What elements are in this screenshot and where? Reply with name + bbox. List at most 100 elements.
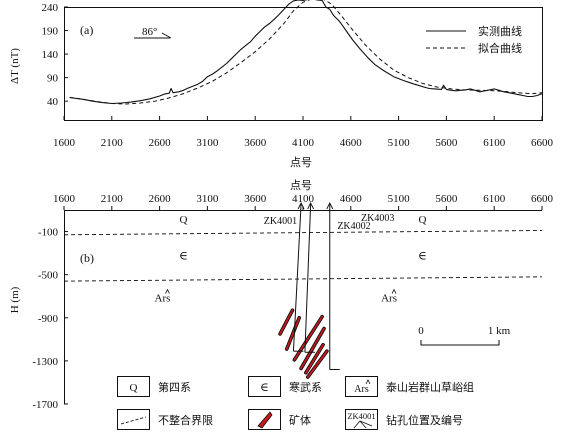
panel-a-series xyxy=(69,0,543,105)
legend-symbol-taishan-text: Ars xyxy=(354,384,369,395)
fitted-curve-line xyxy=(69,0,543,105)
direction-arrow-icon xyxy=(134,32,172,39)
panel-b-y-axis-label-text: H (m) xyxy=(9,286,21,313)
panel-a-y-axis-label-text: ΔT (nT) xyxy=(9,48,21,84)
panel-a-y-ticks: 40 90 140 190 240 xyxy=(42,2,68,108)
scale-bar: 0 1 km xyxy=(418,325,511,346)
b-y-tick-label: -1300 xyxy=(32,356,58,368)
legend-symbol-quaternary: Q xyxy=(130,382,138,394)
panel-b-boundaries xyxy=(63,230,543,282)
panel-b-y-axis-label: H (m) xyxy=(9,286,21,313)
legend-box-borehole xyxy=(345,409,378,430)
strata-unit-label: Q xyxy=(419,214,427,226)
legend-symbol-borehole: ZK4001 xyxy=(347,411,375,421)
b-x-tick-label: 2100 xyxy=(101,193,124,205)
borehole-trace xyxy=(304,203,312,353)
panel-a-y-axis-label: ΔT (nT) xyxy=(9,48,21,84)
a-y-tick-label: 90 xyxy=(47,73,59,85)
legend-symbol-taishan: Ars xyxy=(354,384,369,395)
legend-unconformity-line-icon xyxy=(120,416,147,425)
strata-unit-label: Ars xyxy=(381,293,397,305)
metamorphic-caret-icon xyxy=(165,288,170,294)
measured-curve-line xyxy=(69,0,543,105)
b-x-tick-label: 4100 xyxy=(292,193,315,205)
legend-label-cambrian: 寒武系 xyxy=(289,380,322,394)
strata-unit-label: ∈ xyxy=(418,249,427,263)
panel-b: 1600 2100 2600 3100 3600 4100 4600 5100 5600 6100… xyxy=(9,179,554,411)
a-x-tick-label: 3100 xyxy=(196,137,219,149)
b-y-tick-label: -900 xyxy=(38,313,59,325)
legend-taishan-caret-icon xyxy=(365,379,371,385)
strata-unit-label: Ars xyxy=(155,293,171,305)
b-y-tick-label: -1700 xyxy=(32,399,58,411)
b-x-tick-label: 4600 xyxy=(340,193,363,205)
legend-label-ore: 矿体 xyxy=(289,413,311,427)
borehole-trace xyxy=(292,203,302,352)
legend-box-unconformity xyxy=(117,409,150,430)
ore-body xyxy=(279,309,294,335)
legend-measured-label: 实测曲线 xyxy=(478,24,522,38)
b-x-tick-label: 6600 xyxy=(531,193,554,205)
scale-bar-line xyxy=(420,340,500,346)
a-x-tick-label: 4600 xyxy=(340,137,363,149)
a-y-tick-label: 140 xyxy=(42,49,59,61)
legend-box-quaternary xyxy=(117,376,150,397)
panel-b-ore-bodies xyxy=(278,308,329,379)
legend-label-taishan: 泰山岩群山草峪组 xyxy=(386,380,474,394)
b-x-tick-label: 6100 xyxy=(483,193,506,205)
ore-body xyxy=(293,315,324,361)
panel-b-label: (b) xyxy=(80,251,94,265)
panel-a-x-axis-label: 点号 xyxy=(290,156,312,169)
b-x-tick-label: 1600 xyxy=(53,193,76,205)
a-x-tick-label: 2600 xyxy=(149,137,172,149)
a-x-tick-label: 4100 xyxy=(292,137,315,149)
panel-a-label: (a) xyxy=(80,23,93,37)
legend-box-taishan xyxy=(345,376,378,397)
panel-b-x-ticks: 1600 2100 2600 3100 3600 4100 4600 5100 5600 6100… xyxy=(53,193,554,210)
a-y-tick-label: 40 xyxy=(47,96,59,108)
a-x-tick-label: 5100 xyxy=(388,137,411,149)
strata-unit-label: ∈ xyxy=(179,249,188,263)
ore-body xyxy=(306,350,328,378)
panel-b-x-axis-label: 点号 xyxy=(290,179,312,192)
b-x-tick-label: 2600 xyxy=(149,193,172,205)
direction-label: 86° xyxy=(142,26,157,38)
b-x-tick-label: 5600 xyxy=(435,193,458,205)
panel-b-unit-labels: Q Q ∈ ∈ Ars Ars xyxy=(155,214,427,305)
metamorphic-caret-icon xyxy=(391,288,397,294)
b-x-tick-label: 5100 xyxy=(388,193,411,205)
ore-body xyxy=(285,316,301,350)
ore-body xyxy=(304,343,324,374)
borehole-label: ZK4003 xyxy=(361,213,394,224)
borehole-collar-icon xyxy=(297,201,305,210)
a-x-tick-label: 2100 xyxy=(101,137,124,149)
a-x-tick-label: 5600 xyxy=(435,137,458,149)
ore-body xyxy=(300,327,325,370)
strata-unit-label: Q xyxy=(180,214,188,226)
scale-bar-end: 1 km xyxy=(488,325,511,337)
b-x-tick-label: 3600 xyxy=(244,193,267,205)
legend-symbol-cambrian: ∈ xyxy=(260,380,269,394)
map-legend: Q 第四系 ∈ 寒武系 Ars 泰山岩群山草峪组 不整合界限 矿体 ZK4001… xyxy=(117,376,474,430)
a-x-tick-label: 1600 xyxy=(53,137,76,149)
b-y-tick-label: -100 xyxy=(38,227,59,239)
panel-a: 1600 2100 2600 3100 3600 4100 4600 5100 5600 6100… xyxy=(9,0,554,169)
panel-b-y-ticks: -100 -500 -900 -1300 -1700 xyxy=(32,227,68,411)
legend-borehole-icon xyxy=(353,420,373,429)
b-x-tick-label: 3100 xyxy=(196,193,219,205)
unconformity-boundary-line xyxy=(63,230,543,236)
b-y-tick-label: -500 xyxy=(38,270,59,282)
a-x-tick-label: 3600 xyxy=(244,137,267,149)
a-y-tick-label: 240 xyxy=(42,2,59,14)
borehole-collar-icon xyxy=(307,201,315,210)
legend-label-quaternary: 第四系 xyxy=(158,380,191,394)
legend-fitted-label: 拟合曲线 xyxy=(478,41,522,55)
unconformity-boundary-line xyxy=(63,276,543,282)
borehole-label: ZK4001 xyxy=(264,216,297,227)
legend-label-borehole: 钻孔位置及编号 xyxy=(386,413,463,427)
legend-label-unconformity: 不整合界限 xyxy=(158,413,213,427)
legend-box-cambrian xyxy=(248,376,281,397)
panel-a-legend: 实测曲线 拟合曲线 xyxy=(426,24,522,55)
